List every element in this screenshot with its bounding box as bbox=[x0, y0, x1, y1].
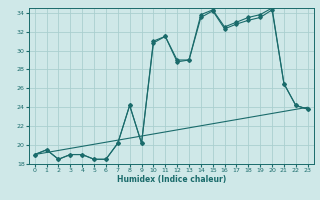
X-axis label: Humidex (Indice chaleur): Humidex (Indice chaleur) bbox=[116, 175, 226, 184]
